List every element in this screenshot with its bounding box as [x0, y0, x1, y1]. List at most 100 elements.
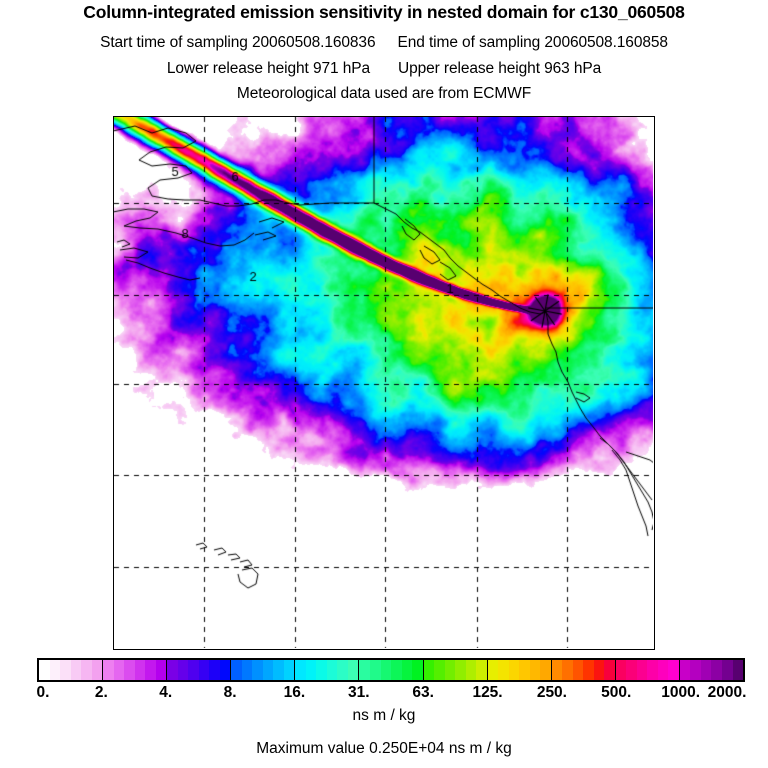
colorbar-step	[711, 660, 722, 680]
colorbar-step	[103, 660, 114, 680]
colorbar-band-6	[423, 660, 488, 680]
emission-sensitivity-heatmap	[114, 117, 653, 648]
colorbar-step	[198, 660, 210, 680]
lower-release-height-label: Lower release height 971 hPa	[166, 60, 370, 77]
colorbar-step	[70, 660, 82, 680]
colorbar-step	[305, 660, 317, 680]
colorbar-step	[219, 660, 231, 680]
colorbar-step	[155, 660, 167, 680]
colorbar-band-8	[551, 660, 616, 680]
colorbar-step	[636, 660, 648, 680]
colorbar-step	[231, 660, 242, 680]
colorbar-band-7	[487, 660, 552, 680]
colorbar-step	[647, 660, 658, 680]
colorbar-tick-0: 0.	[36, 684, 50, 701]
colorbar-band-0	[39, 660, 104, 680]
colorbar-step	[337, 660, 348, 680]
colorbar-step	[316, 660, 327, 680]
colorbar-tick-31: 31.	[348, 684, 370, 701]
colorbar-step	[476, 660, 487, 680]
colorbar-step	[508, 660, 520, 680]
colorbar-step	[326, 660, 338, 680]
colorbar-step	[209, 660, 220, 680]
colorbar-band-5	[359, 660, 424, 680]
colorbar-step	[700, 660, 712, 680]
colorbar-step	[295, 660, 306, 680]
colorbar-band-2	[167, 660, 232, 680]
start-time-label: Start time of sampling 20060508.160836	[100, 34, 376, 51]
colorbar-step	[241, 660, 253, 680]
colorbar-step	[487, 660, 499, 680]
colorbar-step	[455, 660, 466, 680]
colorbar-step	[49, 660, 61, 680]
colorbar-step	[583, 660, 594, 680]
colorbar-step	[540, 660, 551, 680]
map-plot-area	[113, 116, 655, 650]
colorbar-step	[615, 660, 627, 680]
colorbar-step	[498, 660, 509, 680]
colorbar-step	[434, 660, 445, 680]
colorbar-band-3	[231, 660, 296, 680]
colorbar-step	[423, 660, 435, 680]
colorbar-tick-2: 2.	[94, 684, 108, 701]
colorbar-step	[60, 660, 71, 680]
colorbar-step	[679, 660, 691, 680]
colorbar-step	[529, 660, 541, 680]
colorbar-tick-8: 8.	[223, 684, 237, 701]
colorbar-step	[188, 660, 199, 680]
colorbar-step	[668, 660, 679, 680]
colorbar-step	[391, 660, 402, 680]
colorbar-tick-16: 16.	[283, 684, 306, 701]
colorbar-step	[722, 660, 733, 680]
colorbar-band-10	[679, 660, 744, 680]
colorbar-step	[604, 660, 615, 680]
colorbar-tick-2000: 2000.	[707, 684, 747, 701]
colorbar-step	[252, 660, 263, 680]
colorbar-tick-63: 63.	[412, 684, 434, 701]
sampling-time-row: Start time of sampling 20060508.160836 En…	[0, 34, 768, 52]
colorbar-unit-label: ns m / kg	[352, 707, 416, 724]
colorbar-band-1	[103, 660, 168, 680]
colorbar-step	[380, 660, 392, 680]
release-height-row: Lower release height 971 hPa Upper releas…	[0, 60, 768, 78]
colorbar-band-4	[295, 660, 360, 680]
colorbar-step	[359, 660, 370, 680]
colorbar-step	[572, 660, 584, 680]
colorbar-step	[444, 660, 456, 680]
colorbar-step	[145, 660, 156, 680]
meteorological-data-label: Meteorological data used are from ECMWF	[236, 85, 532, 102]
upper-release-height-label: Upper release height 963 hPa	[398, 60, 602, 77]
colorbar-tick-labels: 0. 2. 4. 8. 16. 31. 63. 125. 250. 500. 1000. 2000.	[0, 684, 768, 704]
colorbar-step	[113, 660, 125, 680]
maximum-value-label: Maximum value 0.250E+04 ns m / kg	[256, 740, 512, 757]
colorbar-step	[412, 660, 423, 680]
colorbar-band-9	[615, 660, 680, 680]
colorbar-tick-500: 500.	[601, 684, 632, 701]
end-time-label: End time of sampling 20060508.160858	[397, 34, 668, 51]
colorbar-step	[81, 660, 92, 680]
colorbar-step	[91, 660, 103, 680]
colorbar-step	[626, 660, 637, 680]
colorbar-tick-1000: 1000.	[661, 684, 701, 701]
colorbar-step	[732, 660, 744, 680]
figure-title: Column-integrated emission sensitivity i…	[83, 2, 685, 22]
colorbar-step	[465, 660, 477, 680]
colorbar-step	[519, 660, 530, 680]
colorbar-step	[562, 660, 573, 680]
colorbar-step	[283, 660, 295, 680]
colorbar-step	[273, 660, 284, 680]
colorbar-step	[551, 660, 563, 680]
colorbar-step	[369, 660, 381, 680]
colorbar-tick-4: 4.	[159, 684, 173, 701]
colorbar-step	[262, 660, 274, 680]
colorbar-step	[177, 660, 189, 680]
colorbar-step	[401, 660, 413, 680]
colorbar-step	[593, 660, 605, 680]
colorbar-tick-125: 125.	[472, 684, 503, 701]
colorbar	[37, 658, 745, 682]
colorbar-step	[690, 660, 701, 680]
colorbar-step	[167, 660, 178, 680]
colorbar-step	[124, 660, 135, 680]
colorbar-step	[39, 660, 50, 680]
colorbar-step	[657, 660, 669, 680]
